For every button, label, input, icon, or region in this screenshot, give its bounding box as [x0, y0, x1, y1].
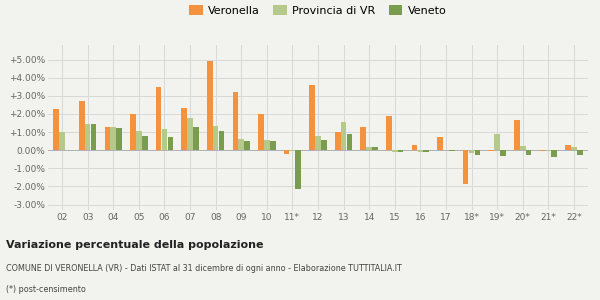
Bar [264, 140, 269, 150]
Bar [335, 132, 341, 150]
Text: (*) post-censimento: (*) post-censimento [6, 285, 86, 294]
Bar [53, 110, 59, 150]
Bar [500, 150, 506, 156]
Bar [161, 129, 167, 150]
Bar [539, 150, 545, 151]
Bar [418, 150, 423, 152]
Bar [315, 136, 321, 150]
Bar [238, 139, 244, 150]
Bar [136, 131, 142, 150]
Bar [233, 92, 238, 150]
Bar [207, 61, 212, 150]
Bar [412, 145, 417, 150]
Bar [142, 136, 148, 150]
Bar [290, 150, 295, 151]
Bar [545, 150, 551, 151]
Bar [449, 150, 455, 151]
Bar [372, 147, 378, 150]
Bar [79, 101, 85, 150]
Bar [551, 150, 557, 157]
Bar [284, 150, 289, 154]
Bar [91, 124, 97, 150]
Text: COMUNE DI VERONELLA (VR) - Dati ISTAT al 31 dicembre di ogni anno - Elaborazione: COMUNE DI VERONELLA (VR) - Dati ISTAT al… [6, 264, 402, 273]
Bar [463, 150, 469, 184]
Bar [571, 147, 577, 150]
Bar [565, 145, 571, 150]
Bar [193, 128, 199, 150]
Bar [130, 114, 136, 150]
Bar [488, 150, 494, 151]
Bar [424, 150, 429, 152]
Bar [514, 120, 520, 150]
Bar [213, 126, 218, 150]
Legend: Veronella, Provincia di VR, Veneto: Veronella, Provincia di VR, Veneto [185, 1, 451, 21]
Bar [321, 140, 327, 150]
Bar [181, 109, 187, 150]
Bar [347, 134, 352, 150]
Text: Variazione percentuale della popolazione: Variazione percentuale della popolazione [6, 240, 263, 250]
Bar [104, 127, 110, 150]
Bar [341, 122, 346, 150]
Bar [110, 128, 116, 150]
Bar [526, 150, 532, 155]
Bar [392, 150, 398, 152]
Bar [398, 150, 403, 152]
Bar [116, 128, 122, 150]
Bar [475, 150, 480, 155]
Bar [167, 137, 173, 150]
Bar [309, 85, 315, 150]
Bar [494, 134, 500, 150]
Bar [219, 131, 224, 150]
Bar [577, 150, 583, 155]
Bar [361, 128, 366, 150]
Bar [59, 132, 65, 150]
Bar [156, 87, 161, 150]
Bar [386, 116, 392, 150]
Bar [367, 146, 372, 150]
Bar [437, 136, 443, 150]
Bar [244, 141, 250, 150]
Bar [85, 124, 91, 150]
Bar [187, 118, 193, 150]
Bar [258, 114, 264, 150]
Bar [520, 146, 526, 150]
Bar [295, 150, 301, 189]
Bar [270, 141, 275, 150]
Bar [469, 150, 475, 153]
